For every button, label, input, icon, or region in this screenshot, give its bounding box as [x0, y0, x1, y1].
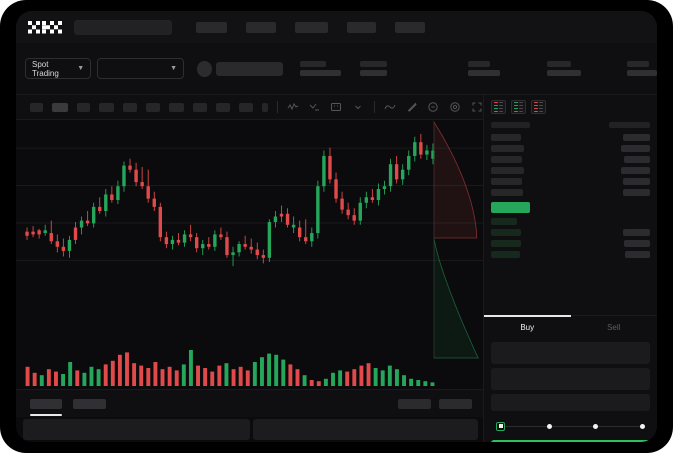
timeframe-2[interactable] — [77, 102, 91, 112]
market-stat-2 — [467, 61, 500, 76]
orderbook-bid-row[interactable] — [491, 249, 650, 260]
chart-action-0[interactable] — [398, 398, 431, 409]
market-stat-4 — [626, 61, 657, 76]
okx-logo-icon[interactable] — [28, 20, 62, 34]
submit-order-button[interactable] — [491, 440, 650, 442]
timeframe-0[interactable] — [30, 102, 43, 112]
slider-step-2[interactable] — [593, 423, 599, 429]
chart-toolbar — [16, 95, 483, 120]
chevron-down-icon[interactable] — [352, 101, 365, 114]
order-field-0[interactable] — [491, 342, 650, 364]
bottom-panel-0[interactable] — [23, 419, 250, 440]
templates-icon[interactable] — [330, 101, 343, 114]
candlestick-chart — [16, 120, 483, 386]
top-navigation-bar — [16, 11, 657, 43]
chevron-down-icon: ▼ — [170, 65, 178, 72]
timeframe-1[interactable] — [51, 102, 69, 112]
order-field-2[interactable] — [491, 394, 650, 411]
orderbook-bid-row[interactable] — [491, 216, 650, 227]
orderbook-ask-row[interactable] — [491, 176, 650, 187]
buy-sell-tabs: Buy Sell — [484, 315, 657, 338]
toolbar-divider — [276, 101, 278, 113]
market-stat-3 — [546, 61, 581, 76]
timeframe-4[interactable] — [122, 102, 138, 112]
timeframe-3[interactable] — [99, 102, 114, 112]
market-stats — [299, 61, 657, 76]
bottom-panel-1[interactable] — [253, 419, 478, 440]
orderbook-mode-both-icon[interactable] — [491, 100, 506, 114]
alert-bell-icon[interactable] — [427, 101, 440, 114]
fullscreen-icon[interactable] — [470, 101, 483, 114]
timeframe-7[interactable] — [192, 102, 208, 112]
bottom-panels — [16, 417, 483, 442]
nav-item-0[interactable] — [196, 21, 227, 33]
market-type-selector[interactable]: Spot Trading ▼ — [25, 58, 92, 79]
settings-gear-icon[interactable] — [449, 101, 462, 114]
timeframe-5[interactable] — [146, 102, 161, 112]
timeframe-9[interactable] — [239, 102, 253, 112]
orderbook-ask-row[interactable] — [491, 132, 650, 143]
nav-item-2[interactable] — [295, 21, 328, 33]
slider-step-3[interactable] — [640, 423, 646, 429]
orderbook-mode-asks-icon[interactable] — [531, 100, 546, 114]
orderbook-and-order-panel: Buy Sell — [483, 95, 657, 442]
chart-tab-actions — [398, 398, 483, 409]
tablet-screen: Spot Trading ▼ ▼ — [16, 11, 657, 442]
orderbook-mark-price[interactable] — [491, 200, 650, 214]
timeframe-8[interactable] — [216, 102, 231, 112]
nav-item-4[interactable] — [395, 21, 425, 33]
slider-step-1[interactable] — [546, 423, 552, 429]
market-stat-0 — [299, 61, 341, 76]
tab-buy[interactable]: Buy — [484, 315, 571, 338]
slider-track — [500, 426, 641, 427]
market-stat-1 — [359, 61, 387, 76]
timeframe-6[interactable] — [169, 102, 184, 112]
nav-item-3[interactable] — [347, 21, 376, 33]
order-field-1[interactable] — [491, 368, 650, 390]
chart-bottom-tabs — [16, 389, 483, 417]
pair-name-label — [215, 61, 283, 76]
orderbook-header — [491, 122, 650, 128]
toolbar-divider — [373, 101, 375, 113]
market-subheader: Spot Trading ▼ ▼ — [16, 43, 657, 95]
orderbook-ask-row[interactable] — [491, 154, 650, 165]
tab-sell[interactable]: Sell — [607, 322, 621, 332]
orderbook-ask-row[interactable] — [491, 165, 650, 176]
orderbook-ask-row[interactable] — [491, 187, 650, 198]
price-chart-panel[interactable] — [16, 120, 483, 389]
nav-item-1[interactable] — [246, 21, 276, 33]
orderbook-mode-bids-icon[interactable] — [511, 100, 526, 114]
slider-step-0-active[interactable] — [496, 421, 505, 431]
chart-action-1[interactable] — [439, 398, 472, 409]
top-nav-items — [196, 21, 425, 33]
chevron-down-icon: ▼ — [77, 65, 85, 72]
order-amount-slider[interactable] — [484, 417, 657, 435]
orderbook-bid-row[interactable] — [491, 227, 650, 238]
orderbook-mode-switcher — [484, 95, 657, 119]
pair-selector[interactable]: ▼ — [97, 58, 185, 79]
indicator-icon[interactable] — [287, 101, 300, 114]
orderbook[interactable] — [484, 119, 657, 313]
drawing-pencil-icon[interactable] — [405, 101, 418, 114]
chart-tab-1[interactable] — [73, 398, 106, 409]
search-input[interactable] — [74, 19, 172, 35]
line-chart-icon[interactable] — [384, 101, 397, 114]
compare-icon[interactable] — [308, 101, 321, 114]
coin-avatar — [197, 60, 212, 77]
market-type-label: Spot Trading — [32, 59, 59, 78]
timeframe-more[interactable] — [261, 102, 268, 112]
orderbook-bid-row[interactable] — [491, 238, 650, 249]
orderbook-ask-row[interactable] — [491, 143, 650, 154]
chart-tab-0[interactable] — [30, 398, 62, 416]
